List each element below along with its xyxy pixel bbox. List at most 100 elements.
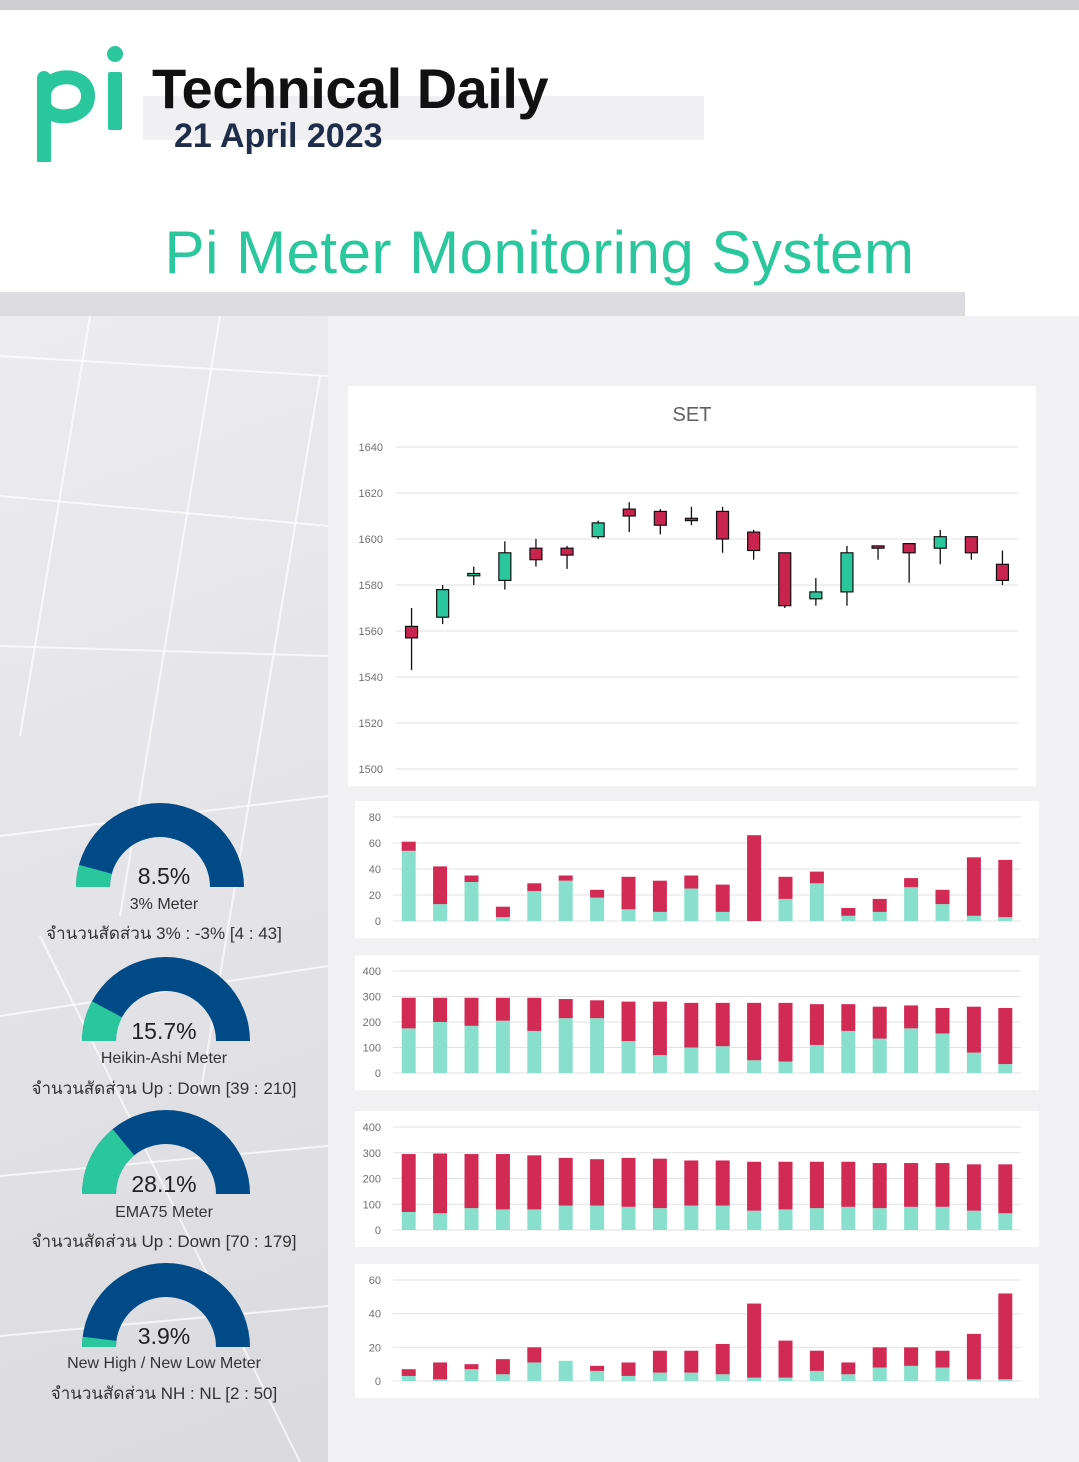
bar-segment-up <box>495 1020 510 1073</box>
bar-segment-up <box>747 1060 762 1073</box>
bar-segment-down <box>495 1359 510 1375</box>
gauge-name: New High / New Low Meter <box>67 1355 261 1372</box>
gauge-new-high-low-meter: 3.9% New High / New Low Meter จำนวนสัดส่… <box>0 1261 328 1406</box>
gauge-value-arc <box>82 1001 122 1041</box>
bar-segment-down <box>998 1293 1013 1380</box>
y-tick-label: 0 <box>375 1068 381 1080</box>
bar-segment-up <box>904 887 919 921</box>
gauge-ema75-meter: 28.1% EMA75 Meter จำนวนสัดส่วน Up : Down… <box>0 1108 328 1253</box>
bar-segment-down <box>652 880 667 912</box>
bar-segment-up <box>778 898 793 921</box>
bar-segment-up <box>652 1208 667 1230</box>
bar-segment-up <box>464 1208 479 1230</box>
gauge-track <box>76 803 244 887</box>
bar-segment-up <box>809 1370 824 1381</box>
new-high-low-bar-panel: 0 20 40 60 <box>355 1264 1039 1398</box>
bar-segment-up <box>684 1047 699 1073</box>
bar-segment-down <box>621 1157 636 1207</box>
bar-segment-up <box>904 1365 919 1381</box>
y-tick-label: 40 <box>369 864 381 876</box>
bar-segment-down <box>935 1350 950 1368</box>
y-tick-label: 1560 <box>359 626 383 638</box>
gauge-percent: 8.5% <box>137 863 191 889</box>
y-tick-label: 400 <box>363 966 381 978</box>
gauge-heikin-ashi-meter: 15.7% Heikin-Ashi Meter จำนวนสัดส่วน Up … <box>0 955 328 1100</box>
bar-segment-down <box>558 875 573 881</box>
bar-segment-up <box>904 1206 919 1230</box>
bar-segment-down <box>495 906 510 918</box>
bar-segment-down <box>590 1000 605 1019</box>
bar-segment-up <box>464 882 479 921</box>
bar-segment-down <box>590 1365 605 1371</box>
bar-segment-up <box>652 1055 667 1073</box>
bar-segment-up <box>872 911 887 921</box>
bar-segment-up <box>778 1377 793 1381</box>
gauge-percent: 3.9% <box>137 1323 191 1349</box>
y-tick-label: 1620 <box>359 488 383 500</box>
candle-body <box>591 522 605 538</box>
gauge-3pct-dial <box>76 803 244 887</box>
bar-segment-up <box>809 1208 824 1230</box>
candle-body <box>529 547 543 561</box>
y-tick-label: 20 <box>369 890 381 902</box>
bar-segment-down <box>872 1347 887 1368</box>
bar-segment-up <box>590 897 605 921</box>
gauge-track <box>82 1263 250 1347</box>
bar-segment-up <box>841 915 856 921</box>
bar-segment-down <box>684 1002 699 1048</box>
ema75-bar-panel: 0 100 200 300 400 <box>355 1111 1039 1247</box>
bar-segment-up <box>809 883 824 921</box>
y-tick-label: 200 <box>363 1174 381 1186</box>
bar-segment-down <box>684 875 699 889</box>
bar-segment-up <box>747 1210 762 1230</box>
header-divider-strip <box>0 292 965 316</box>
bar-segment-up <box>401 850 416 921</box>
bar-segment-down <box>809 1004 824 1045</box>
bar-segment-down <box>495 1154 510 1210</box>
bar-segment-down <box>778 1340 793 1378</box>
meter-3pct-bar-chart: 0 20 40 60 80 <box>369 812 1021 928</box>
bar-segment-up <box>841 1030 856 1073</box>
bar-segment-up <box>998 917 1013 921</box>
bar-segment-up <box>621 909 636 921</box>
bar-segment-down <box>652 1350 667 1373</box>
bar-segment-up <box>621 1041 636 1073</box>
bar-segment-down <box>464 1364 479 1370</box>
bar-segment-down <box>433 866 448 905</box>
bar-segment-up <box>495 1209 510 1230</box>
new-high-low-bar-chart: 0 20 40 60 <box>369 1275 1021 1388</box>
bar-segment-down <box>433 1153 448 1214</box>
y-tick-label: 60 <box>369 1275 381 1287</box>
bar-segment-down <box>778 1002 793 1062</box>
y-tick-label: 400 <box>363 1122 381 1134</box>
bar-segment-down <box>966 1164 981 1211</box>
bar-segment-up <box>495 917 510 921</box>
candle-body <box>995 563 1010 582</box>
bar-segment-down <box>715 1002 730 1047</box>
y-tick-label: 60 <box>369 838 381 850</box>
candle-body <box>684 517 699 522</box>
bar-segment-down <box>872 1163 887 1209</box>
bar-segment-up <box>841 1206 856 1230</box>
candle-body <box>560 547 574 556</box>
bar-segment-down <box>841 908 856 916</box>
bar-segment-down <box>715 1160 730 1206</box>
bar-segment-down <box>401 1154 416 1212</box>
bar-segment-up <box>527 1030 542 1073</box>
candle-body <box>653 510 667 526</box>
bar-segment-up <box>966 1210 981 1230</box>
gauge-value-arc <box>82 1129 135 1194</box>
bar-segment-down <box>433 997 448 1022</box>
gauge-percent: 15.7% <box>131 1018 197 1044</box>
bar-segment-up <box>778 1061 793 1073</box>
gauge-name: 3% Meter <box>129 896 199 913</box>
set-candlestick-chart: SET 1500 1520 1540 1560 1580 1600 1620 1640 <box>359 404 1018 776</box>
bar-segment-up <box>558 880 573 921</box>
top-border-bar <box>0 0 1079 10</box>
bar-segment-down <box>495 997 510 1021</box>
heikin-ashi-bar-chart: 0 100 200 300 400 <box>363 966 1021 1080</box>
bar-segment-up <box>715 911 730 921</box>
candle-body <box>622 508 636 517</box>
bar-segment-up <box>527 1362 542 1381</box>
bar-segment-down <box>621 1362 636 1376</box>
